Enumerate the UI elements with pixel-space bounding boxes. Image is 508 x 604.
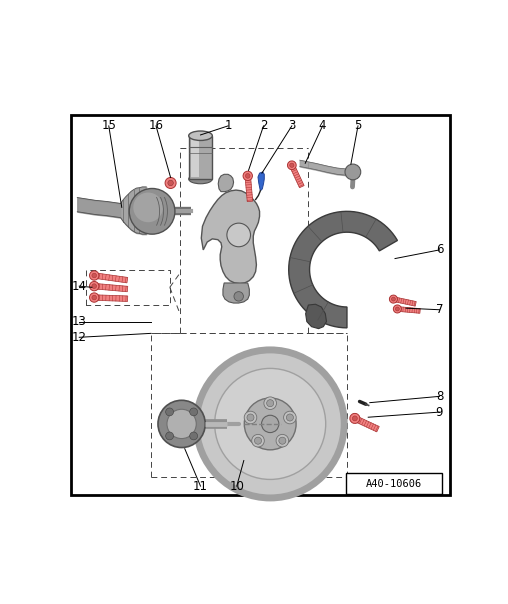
Ellipse shape [196,350,344,498]
Circle shape [89,293,99,302]
Circle shape [227,223,250,247]
Circle shape [89,271,99,280]
Text: 6: 6 [436,243,443,257]
Text: 11: 11 [193,480,208,493]
Circle shape [245,173,250,178]
Text: 13: 13 [72,315,87,328]
Circle shape [393,305,401,313]
Polygon shape [258,172,264,191]
Circle shape [234,292,243,301]
Text: 5: 5 [354,120,362,132]
Circle shape [279,437,286,444]
Polygon shape [306,304,327,329]
Circle shape [262,416,279,432]
Text: 16: 16 [148,120,164,132]
Circle shape [247,414,254,421]
FancyBboxPatch shape [190,138,199,177]
Bar [245,176,252,202]
Text: 10: 10 [229,480,244,493]
FancyBboxPatch shape [346,473,442,495]
Circle shape [129,188,175,234]
Text: A40-10606: A40-10606 [366,479,422,489]
Circle shape [255,437,262,444]
Circle shape [345,164,361,180]
Circle shape [168,180,173,185]
Polygon shape [201,190,260,284]
Polygon shape [289,211,397,328]
Circle shape [92,273,97,278]
Circle shape [166,408,174,416]
Circle shape [395,307,399,311]
Circle shape [287,414,294,421]
Ellipse shape [188,175,212,184]
Circle shape [288,161,296,170]
Ellipse shape [188,131,212,141]
Bar [397,307,420,313]
Bar [94,283,128,292]
Circle shape [92,284,97,289]
Bar [94,273,128,283]
Bar [393,297,416,306]
Text: 9: 9 [436,406,443,419]
Circle shape [283,411,296,424]
Circle shape [290,163,294,167]
Bar [354,416,379,432]
Circle shape [243,171,252,181]
Circle shape [89,281,99,291]
Ellipse shape [244,398,296,450]
Ellipse shape [215,368,326,480]
Circle shape [166,432,174,440]
Circle shape [158,400,205,448]
Circle shape [165,178,176,188]
Text: 15: 15 [101,120,116,132]
Text: 4: 4 [319,120,326,132]
Circle shape [350,413,360,423]
Circle shape [267,400,274,406]
Text: 8: 8 [436,390,443,403]
Circle shape [264,397,276,410]
Polygon shape [223,283,249,303]
Polygon shape [218,175,234,191]
Text: 14: 14 [72,280,87,292]
Text: 1: 1 [225,120,232,132]
Circle shape [251,434,264,447]
Bar [94,295,128,301]
Circle shape [392,297,395,301]
Text: 7: 7 [436,303,443,316]
Circle shape [390,295,397,303]
Text: 12: 12 [72,331,87,344]
Text: 2: 2 [260,120,267,132]
Circle shape [353,416,357,421]
Text: 3: 3 [288,120,296,132]
FancyBboxPatch shape [188,136,212,179]
Bar [290,164,304,188]
Circle shape [167,410,196,439]
Circle shape [189,408,198,416]
Circle shape [189,432,198,440]
Circle shape [244,411,257,424]
Circle shape [276,434,289,447]
Circle shape [133,193,163,222]
Circle shape [92,295,97,300]
